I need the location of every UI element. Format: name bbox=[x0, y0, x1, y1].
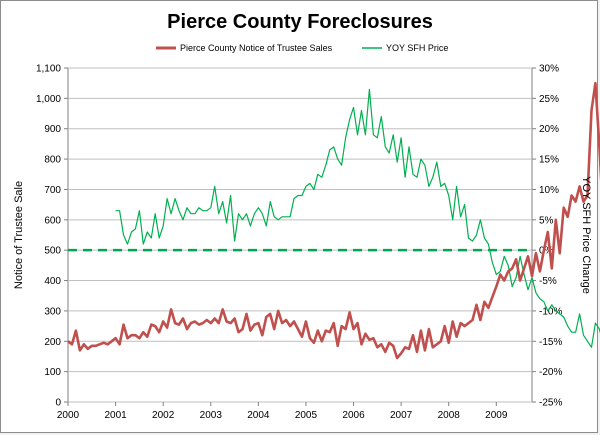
y-left-tick-label: 200 bbox=[44, 337, 61, 348]
y-left-axis-title: Notice of Trustee Sale bbox=[13, 181, 25, 289]
x-tick-label: 2008 bbox=[438, 410, 461, 421]
x-tick-label: 2005 bbox=[295, 410, 318, 421]
x-tick-label: 2004 bbox=[247, 410, 270, 421]
x-tick-label: 2006 bbox=[342, 410, 365, 421]
x-tick-labels: 2000 2001 2002 2003 2004 2005 2006 2007 2008 2009 bbox=[57, 410, 508, 421]
y-left-tick-label: 500 bbox=[44, 246, 61, 257]
y-right-tick-label: 0% bbox=[539, 246, 554, 257]
y-right-tick-labels: -25% -20% -15% -10% -5% 0% 5% 10% 15% 20% 25% 30% bbox=[539, 64, 562, 409]
series-line-yoy-sfh-price bbox=[115, 88, 600, 348]
y-right-tick-label: 15% bbox=[539, 155, 559, 166]
x-tick-label: 2001 bbox=[104, 410, 127, 421]
y-left-tick-label: 800 bbox=[44, 155, 61, 166]
y-right-tick-label: -10% bbox=[539, 306, 562, 317]
x-tick-label: 2007 bbox=[390, 410, 413, 421]
x-tick-label: 2009 bbox=[485, 410, 508, 421]
y-left-tick-label: 1,100 bbox=[36, 64, 61, 75]
y-left-tick-label: 700 bbox=[44, 185, 61, 196]
y-right-tick-label: -15% bbox=[539, 337, 562, 348]
y-right-tick-label: -20% bbox=[539, 367, 562, 378]
y-left-tick-labels: 0 100 200 300 400 500 600 700 800 900 1,000 1,100 bbox=[36, 64, 61, 409]
y-right-tick-label: 25% bbox=[539, 94, 559, 105]
y-right-tick-label: 20% bbox=[539, 124, 559, 135]
y-right-tick-label: 10% bbox=[539, 185, 559, 196]
series-line-notice-of-trustee-sales bbox=[67, 81, 600, 360]
legend: Pierce County Notice of Trustee Sales YO… bbox=[156, 43, 448, 53]
y-right-tick-label: -25% bbox=[539, 398, 562, 409]
x-tick-label: 2003 bbox=[200, 410, 223, 421]
y-left-tick-label: 0 bbox=[55, 398, 61, 409]
y-right-axis-title: YOY SFH Price Change bbox=[580, 176, 592, 294]
y-right-tick-label: 5% bbox=[539, 215, 554, 226]
y-left-tick-label: 100 bbox=[44, 367, 61, 378]
legend-label-yoy: YOY SFH Price bbox=[386, 43, 448, 53]
x-tick-label: 2000 bbox=[57, 410, 80, 421]
y-left-tick-label: 400 bbox=[44, 276, 61, 287]
y-left-tick-label: 1,000 bbox=[36, 94, 61, 105]
y-right-tick-label: 30% bbox=[539, 64, 559, 75]
y-left-tick-label: 600 bbox=[44, 215, 61, 226]
y-left-tick-label: 300 bbox=[44, 306, 61, 317]
y-right-tick-label: -5% bbox=[539, 276, 557, 287]
legend-label-notice: Pierce County Notice of Trustee Sales bbox=[180, 43, 333, 53]
x-tick-label: 2002 bbox=[152, 410, 175, 421]
chart-title: Pierce County Foreclosures bbox=[167, 11, 433, 33]
plot-area bbox=[67, 67, 533, 403]
y-left-tick-label: 900 bbox=[44, 124, 61, 135]
